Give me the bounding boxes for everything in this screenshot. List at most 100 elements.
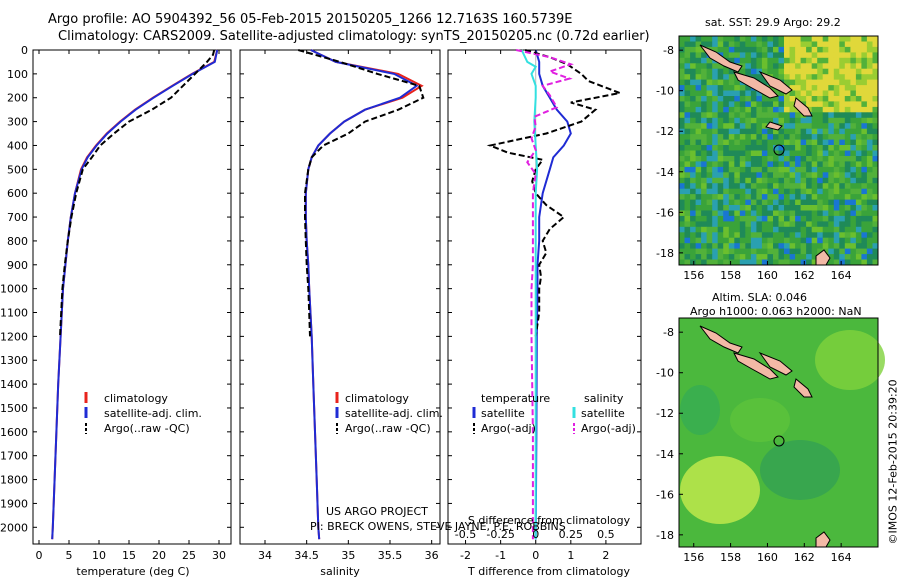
map-y-tick-label: -16 bbox=[656, 206, 674, 219]
sst-cell bbox=[850, 79, 857, 86]
sst-cell bbox=[866, 74, 873, 81]
sst-cell bbox=[695, 145, 702, 151]
sst-cell bbox=[739, 106, 746, 113]
sst-cell bbox=[773, 232, 779, 239]
sst-cell bbox=[855, 101, 862, 108]
sst-cell bbox=[745, 232, 752, 239]
sst-cell bbox=[872, 106, 879, 113]
sst-cell bbox=[811, 166, 818, 173]
sst-cell bbox=[778, 41, 785, 48]
sst-cell bbox=[695, 237, 702, 244]
sst-cell bbox=[684, 205, 691, 211]
sst-cell bbox=[817, 205, 824, 211]
sst-cell bbox=[695, 106, 702, 113]
sst-cell bbox=[855, 74, 862, 81]
sst-cell bbox=[773, 139, 779, 146]
sst-cell bbox=[817, 134, 824, 140]
sst-cell bbox=[712, 46, 719, 53]
sst-cell bbox=[795, 232, 801, 239]
sst-cell bbox=[795, 210, 801, 217]
sst-cell bbox=[701, 210, 707, 217]
sst-cell bbox=[684, 117, 691, 124]
sst-cell bbox=[817, 106, 824, 113]
depth-tick-label: 1600 bbox=[0, 426, 28, 439]
sst-cell bbox=[761, 205, 768, 211]
sst-cell bbox=[773, 254, 779, 260]
sst-cell bbox=[717, 194, 724, 200]
sst-cell bbox=[789, 221, 796, 228]
sst-cell bbox=[701, 63, 707, 70]
sst-cell bbox=[773, 237, 779, 244]
sst-cell bbox=[784, 248, 790, 255]
sst-cell bbox=[750, 243, 757, 250]
sst-cell bbox=[850, 85, 857, 91]
sst-cell bbox=[800, 156, 807, 162]
sst-cell bbox=[850, 215, 857, 222]
sst-cell bbox=[811, 79, 818, 86]
sst-cell bbox=[789, 52, 796, 59]
sst-cell bbox=[817, 123, 824, 130]
sst-cell bbox=[811, 259, 818, 266]
sst-cell bbox=[712, 68, 719, 75]
sst-cell bbox=[761, 123, 768, 130]
sst-cell bbox=[789, 106, 796, 113]
sst-cell bbox=[717, 172, 724, 179]
sst-cell bbox=[872, 248, 879, 255]
sst-cell bbox=[717, 63, 724, 70]
sst-cell bbox=[745, 123, 752, 130]
sst-cell bbox=[822, 215, 829, 222]
sst-cell bbox=[811, 96, 818, 102]
sst-cell bbox=[778, 156, 785, 162]
sst-cell bbox=[811, 36, 818, 42]
sst-cell bbox=[822, 177, 829, 184]
sst-cell bbox=[723, 46, 730, 53]
legend-t-satellite: satellite bbox=[481, 407, 525, 420]
sst-cell bbox=[739, 210, 746, 217]
sla-map-title-2: Argo h1000: 0.063 h2000: NaN bbox=[690, 305, 862, 318]
sst-cell bbox=[800, 41, 807, 48]
sst-cell bbox=[773, 68, 779, 75]
series-line-t-satellite bbox=[534, 49, 572, 540]
sst-cell bbox=[839, 188, 846, 195]
sst-cell bbox=[784, 79, 790, 86]
sst-cell bbox=[800, 259, 807, 266]
sst-cell bbox=[833, 134, 840, 140]
sst-cell bbox=[828, 221, 835, 228]
sst-cell bbox=[701, 134, 707, 140]
sst-cell bbox=[872, 156, 879, 162]
sst-cell bbox=[756, 117, 763, 124]
sst-cell bbox=[839, 226, 846, 233]
sst-cell bbox=[784, 156, 790, 162]
sst-cell bbox=[778, 96, 785, 102]
sst-cell bbox=[828, 172, 835, 179]
sst-cell bbox=[795, 205, 801, 211]
sst-cell bbox=[706, 161, 713, 168]
sst-cell bbox=[745, 63, 752, 70]
sst-cell bbox=[822, 210, 829, 217]
sst-cell bbox=[828, 96, 835, 102]
sst-cell bbox=[800, 63, 807, 70]
sst-cell bbox=[679, 96, 685, 102]
sst-cell bbox=[817, 237, 824, 244]
sst-cell bbox=[706, 232, 713, 239]
sst-cell bbox=[717, 232, 724, 239]
sst-cell bbox=[778, 243, 785, 250]
sst-cell bbox=[761, 226, 768, 233]
sst-cell bbox=[806, 90, 812, 97]
sst-cell bbox=[679, 52, 685, 59]
sst-cell bbox=[822, 79, 829, 86]
sst-cell bbox=[778, 139, 785, 146]
sst-cell bbox=[828, 259, 835, 266]
sst-cell bbox=[811, 243, 818, 250]
depth-tick-label: 0 bbox=[21, 44, 28, 57]
sst-cell bbox=[717, 188, 724, 195]
sst-cell bbox=[745, 259, 752, 266]
sst-cell bbox=[684, 41, 691, 48]
sst-cell bbox=[684, 166, 691, 173]
sst-cell bbox=[855, 134, 862, 140]
sst-cell bbox=[706, 156, 713, 162]
sst-cell bbox=[679, 177, 685, 184]
sst-cell bbox=[833, 215, 840, 222]
sst-cell bbox=[701, 90, 707, 97]
sst-cell bbox=[800, 243, 807, 250]
